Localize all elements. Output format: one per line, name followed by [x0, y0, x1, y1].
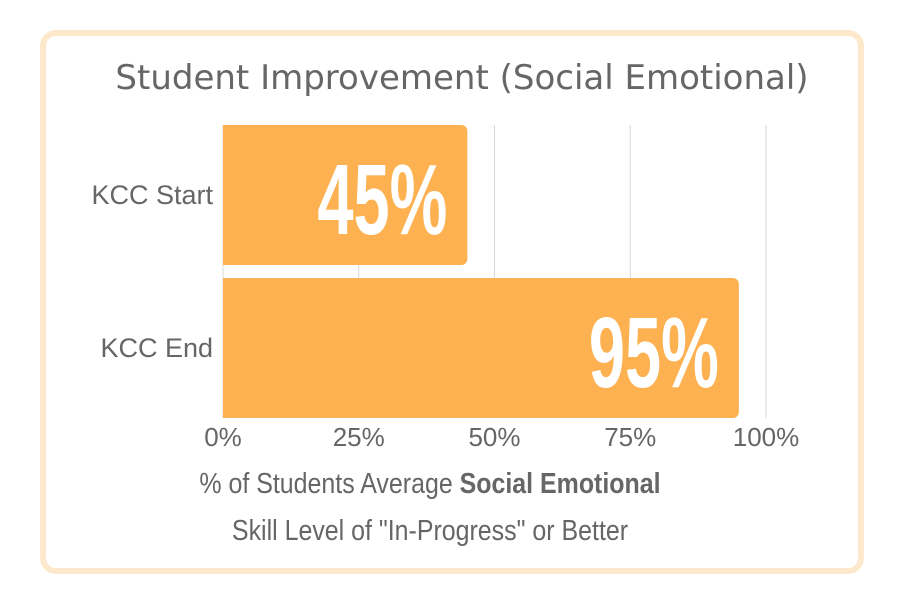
x-tick-label: 0% [204, 422, 242, 452]
bar-base [223, 278, 233, 418]
category-label: KCC End [100, 333, 213, 363]
category-label: KCC Start [91, 180, 213, 210]
x-tick-label: 75% [604, 422, 656, 452]
bar-value-label: 95% [589, 297, 719, 409]
x-tick-label: 100% [733, 422, 800, 452]
x-tick-label: 25% [333, 422, 385, 452]
bar-value-label: 45% [317, 144, 447, 256]
x-axis-label-line-2: Skill Level of "In-Progress" or Better [231, 515, 629, 547]
bar [223, 125, 468, 265]
x-axis-label-line-1: % of Students Average Social Emotional [60, 468, 800, 501]
chart-title: Student Improvement (Social Emotional) [115, 58, 809, 98]
x-axis-label-prefix: % of Students Average [199, 468, 460, 500]
x-axis-label-bold: Social Emotional [459, 468, 661, 500]
bars: 45% 95% [223, 125, 739, 418]
bar [223, 278, 739, 418]
bar-base [223, 125, 233, 265]
x-tick-label: 50% [468, 422, 520, 452]
category-labels: KCC Start KCC End [91, 180, 213, 363]
x-tick-labels: 0% 25% 50% 75% 100% [204, 422, 799, 452]
